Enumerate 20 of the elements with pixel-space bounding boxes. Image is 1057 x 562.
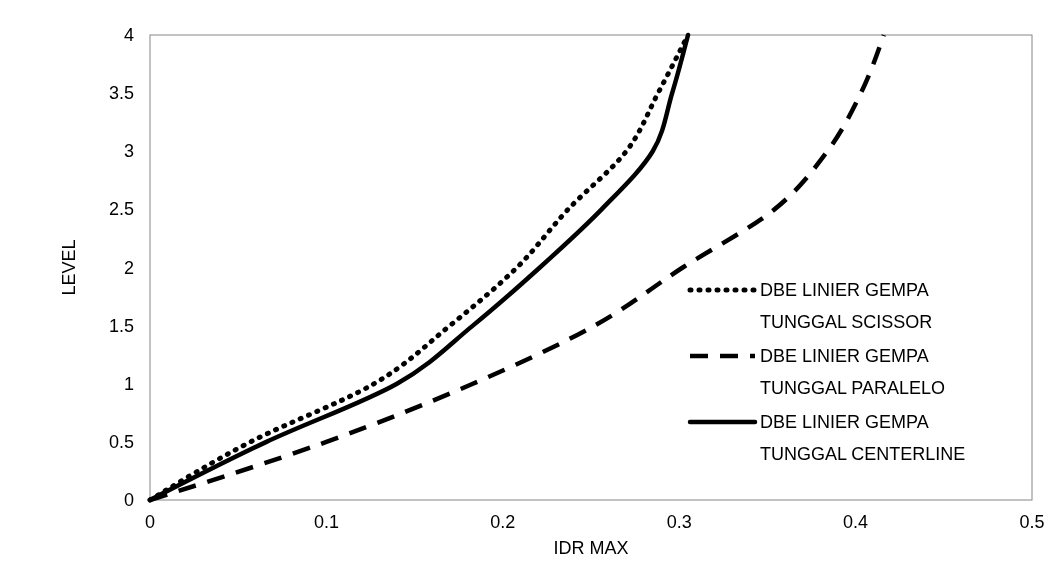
legend-label: DBE LINIER GEMPA TUNGGAL CENTERLINE bbox=[760, 412, 966, 464]
legend-label: DBE LINIER GEMPA TUNGGAL PARALELO bbox=[760, 346, 946, 398]
x-tick-label: 0.2 bbox=[490, 512, 516, 532]
y-tick-label: 4 bbox=[123, 25, 134, 45]
y-axis-title: LEVEL bbox=[59, 239, 79, 296]
y-tick-label: 0.5 bbox=[108, 431, 134, 452]
y-tick-label: 2.5 bbox=[108, 199, 134, 220]
x-axis-title: IDR MAX bbox=[553, 538, 629, 558]
x-tick-label: 0.5 bbox=[1019, 512, 1045, 532]
legend-label: DBE LINIER GEMPA TUNGGAL SCISSOR bbox=[760, 280, 933, 332]
x-tick-label: 0.1 bbox=[313, 512, 339, 532]
x-tick-label: 0 bbox=[144, 512, 156, 532]
y-tick-label: 1.5 bbox=[108, 315, 134, 336]
y-tick-label: 1 bbox=[123, 373, 134, 394]
y-tick-label: 0 bbox=[123, 490, 134, 510]
y-tick-label: 3.5 bbox=[108, 83, 134, 104]
y-tick-label: 3 bbox=[123, 141, 134, 162]
x-tick-label: 0.3 bbox=[666, 512, 692, 532]
x-tick-label: 0.4 bbox=[843, 512, 869, 532]
y-tick-label: 2 bbox=[123, 257, 134, 278]
